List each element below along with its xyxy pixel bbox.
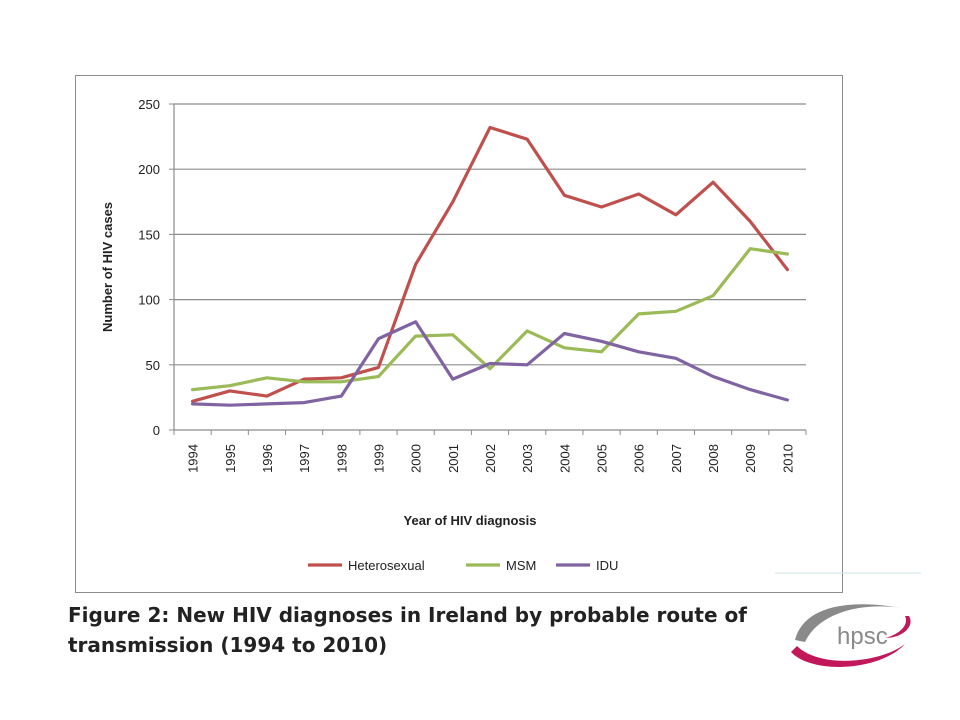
logo-swoosh-top: [795, 604, 901, 642]
series-line-msm: [190, 247, 790, 392]
x-tick-label: 2002: [483, 444, 498, 473]
legend-label-heterosexual: Heterosexual: [348, 558, 425, 573]
caption-line-2: transmission (1994 to 2010): [68, 633, 388, 657]
x-tick-label: 1999: [371, 444, 386, 473]
chart-frame: 0 50 100 150 200 250 1994 1995 1996 1997 1998 1999 2…: [75, 75, 843, 593]
line-chart: 0 50 100 150 200 250 1994 1995 1996 1997 1998 1999 2…: [100, 97, 807, 573]
y-tick-label: 200: [138, 162, 160, 177]
x-tick-label: 1998: [334, 444, 349, 473]
logo-text: hpsc: [837, 623, 888, 650]
x-tick-label: 1996: [260, 444, 275, 473]
x-tick-label: 2001: [446, 444, 461, 473]
y-tick-label: 250: [138, 97, 160, 112]
x-tick-label: 2010: [780, 444, 795, 473]
x-tick-label: 1995: [223, 444, 238, 473]
x-tick-label: 2000: [409, 444, 424, 473]
y-axis-title: Number of HIV cases: [100, 202, 115, 332]
x-tick-label: 2008: [706, 444, 721, 473]
legend-label-msm: MSM: [506, 558, 536, 573]
x-axis-title: Year of HIV diagnosis: [404, 513, 537, 528]
x-tick-label: 2003: [520, 444, 535, 473]
series-line-heterosexual: [190, 125, 790, 403]
x-tick-label: 2009: [743, 444, 758, 473]
x-tick-label: 2006: [632, 444, 647, 473]
series-line-idu: [190, 320, 790, 407]
logo-swoosh-bottom: [791, 644, 905, 667]
y-tick-label: 50: [146, 358, 160, 373]
caption-line-1: Figure 2: New HIV diagnoses in Ireland b…: [68, 603, 747, 627]
logo-swoosh-right: [885, 616, 911, 638]
y-tick-label: 150: [138, 227, 160, 242]
y-tick-label: 100: [138, 293, 160, 308]
hpsc-logo: hpsc: [775, 572, 921, 667]
x-tick-label: 1994: [186, 444, 201, 473]
legend-label-idu: IDU: [596, 558, 618, 573]
x-tick-label: 2005: [595, 444, 610, 473]
x-tick-label: 2004: [557, 444, 572, 473]
y-tick-label: 0: [153, 423, 160, 438]
figure-caption: Figure 2: New HIV diagnoses in Ireland b…: [68, 600, 768, 660]
x-tick-label: 2007: [669, 444, 684, 473]
x-tick-label: 1997: [297, 444, 312, 473]
